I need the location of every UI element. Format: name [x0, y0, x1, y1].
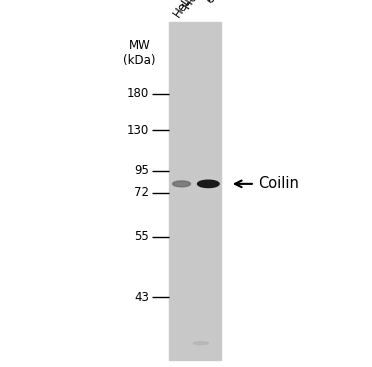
Text: Coilin: Coilin: [259, 177, 299, 191]
Text: 95: 95: [134, 164, 149, 177]
Text: HeLa nuclear
extract: HeLa nuclear extract: [181, 0, 248, 20]
Text: HeLa: HeLa: [171, 0, 199, 20]
Text: 130: 130: [126, 124, 149, 137]
Text: MW
(kDa): MW (kDa): [123, 39, 156, 66]
Text: 43: 43: [134, 291, 149, 304]
Text: 72: 72: [134, 186, 149, 199]
Ellipse shape: [198, 180, 219, 188]
Ellipse shape: [173, 181, 190, 187]
Bar: [169, 22, 221, 360]
Text: 55: 55: [134, 230, 149, 243]
Ellipse shape: [193, 342, 208, 345]
Text: 180: 180: [126, 87, 149, 100]
